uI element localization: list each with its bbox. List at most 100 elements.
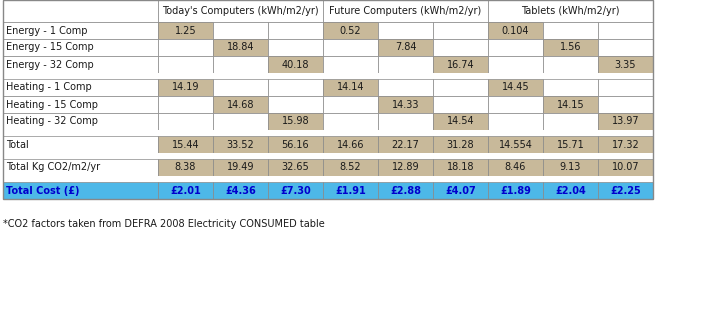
Text: 31.28: 31.28 bbox=[447, 140, 474, 150]
Text: 15.44: 15.44 bbox=[172, 140, 199, 150]
Text: Energy - 15 Comp: Energy - 15 Comp bbox=[6, 43, 94, 53]
Bar bbox=[268, 22, 323, 39]
Bar bbox=[598, 39, 653, 56]
Bar bbox=[3, 113, 158, 130]
Text: Tablets (kWh/m2/yr): Tablets (kWh/m2/yr) bbox=[521, 6, 620, 16]
Text: 1.56: 1.56 bbox=[560, 43, 581, 53]
Text: £7.30: £7.30 bbox=[280, 185, 311, 195]
Text: Today's Computers (kWh/m2/yr): Today's Computers (kWh/m2/yr) bbox=[162, 6, 319, 16]
Bar bbox=[158, 113, 213, 130]
Bar bbox=[488, 79, 543, 96]
Text: *CO2 factors taken from DEFRA 2008 Electricity CONSUMED table: *CO2 factors taken from DEFRA 2008 Elect… bbox=[3, 219, 325, 229]
Bar bbox=[323, 39, 378, 56]
Text: 14.33: 14.33 bbox=[392, 99, 419, 109]
Text: 22.17: 22.17 bbox=[392, 140, 420, 150]
Bar bbox=[543, 159, 598, 176]
Bar bbox=[158, 56, 213, 73]
Bar bbox=[378, 96, 433, 113]
Text: 13.97: 13.97 bbox=[612, 117, 639, 127]
Text: 15.98: 15.98 bbox=[282, 117, 310, 127]
Bar bbox=[378, 39, 433, 56]
Bar bbox=[323, 0, 488, 22]
Bar bbox=[323, 96, 378, 113]
Bar bbox=[488, 96, 543, 113]
Bar bbox=[378, 113, 433, 130]
Text: 14.15: 14.15 bbox=[557, 99, 584, 109]
Bar bbox=[268, 79, 323, 96]
Bar bbox=[3, 79, 158, 96]
Bar bbox=[3, 0, 653, 199]
Text: 33.52: 33.52 bbox=[227, 140, 255, 150]
Bar bbox=[3, 136, 158, 153]
Text: Energy - 1 Comp: Energy - 1 Comp bbox=[6, 26, 87, 36]
Bar bbox=[158, 39, 213, 56]
Bar bbox=[598, 182, 653, 199]
Text: £4.07: £4.07 bbox=[445, 185, 476, 195]
Text: Heating - 32 Comp: Heating - 32 Comp bbox=[6, 117, 98, 127]
Bar bbox=[488, 113, 543, 130]
Text: 14.68: 14.68 bbox=[227, 99, 255, 109]
Text: Total: Total bbox=[6, 140, 29, 150]
Bar bbox=[213, 79, 268, 96]
Bar bbox=[488, 159, 543, 176]
Bar bbox=[488, 39, 543, 56]
Bar bbox=[543, 39, 598, 56]
Text: 8.46: 8.46 bbox=[505, 162, 526, 172]
Bar bbox=[213, 182, 268, 199]
Bar bbox=[488, 136, 543, 153]
Bar bbox=[543, 96, 598, 113]
Bar bbox=[488, 22, 543, 39]
Text: Heating - 15 Comp: Heating - 15 Comp bbox=[6, 99, 98, 109]
Bar bbox=[433, 136, 488, 153]
Bar bbox=[158, 96, 213, 113]
Text: 18.84: 18.84 bbox=[227, 43, 255, 53]
Bar bbox=[543, 113, 598, 130]
Bar bbox=[158, 0, 323, 22]
Bar bbox=[213, 39, 268, 56]
Bar bbox=[213, 96, 268, 113]
Text: 15.71: 15.71 bbox=[556, 140, 584, 150]
Bar bbox=[378, 79, 433, 96]
Bar bbox=[158, 182, 213, 199]
Text: 16.74: 16.74 bbox=[447, 59, 474, 69]
Bar bbox=[268, 159, 323, 176]
Bar bbox=[598, 136, 653, 153]
Bar bbox=[598, 159, 653, 176]
Bar bbox=[213, 136, 268, 153]
Bar bbox=[3, 22, 158, 39]
Text: £1.91: £1.91 bbox=[335, 185, 366, 195]
Text: 14.66: 14.66 bbox=[337, 140, 364, 150]
Bar bbox=[268, 182, 323, 199]
Bar bbox=[323, 113, 378, 130]
Text: Total Kg CO2/m2/yr: Total Kg CO2/m2/yr bbox=[6, 162, 100, 172]
Bar bbox=[3, 159, 158, 176]
Text: 9.13: 9.13 bbox=[560, 162, 581, 172]
Bar bbox=[378, 159, 433, 176]
Text: 19.49: 19.49 bbox=[227, 162, 255, 172]
Text: 14.45: 14.45 bbox=[502, 82, 529, 92]
Text: Total Cost (£): Total Cost (£) bbox=[6, 185, 79, 195]
Bar bbox=[323, 79, 378, 96]
Text: 12.89: 12.89 bbox=[392, 162, 419, 172]
Bar bbox=[543, 79, 598, 96]
Bar bbox=[3, 0, 158, 22]
Text: 8.52: 8.52 bbox=[340, 162, 361, 172]
Bar bbox=[158, 159, 213, 176]
Bar bbox=[433, 159, 488, 176]
Bar bbox=[158, 136, 213, 153]
Bar bbox=[488, 0, 653, 22]
Text: 18.18: 18.18 bbox=[447, 162, 474, 172]
Text: Future Computers (kWh/m2/yr): Future Computers (kWh/m2/yr) bbox=[330, 6, 482, 16]
Bar bbox=[433, 56, 488, 73]
Text: 7.84: 7.84 bbox=[395, 43, 416, 53]
Bar bbox=[3, 39, 158, 56]
Bar bbox=[543, 56, 598, 73]
Bar bbox=[3, 96, 158, 113]
Text: 0.104: 0.104 bbox=[502, 26, 529, 36]
Bar bbox=[323, 159, 378, 176]
Text: 0.52: 0.52 bbox=[340, 26, 361, 36]
Bar bbox=[213, 113, 268, 130]
Bar bbox=[598, 22, 653, 39]
Text: £2.25: £2.25 bbox=[610, 185, 641, 195]
Bar bbox=[3, 56, 158, 73]
